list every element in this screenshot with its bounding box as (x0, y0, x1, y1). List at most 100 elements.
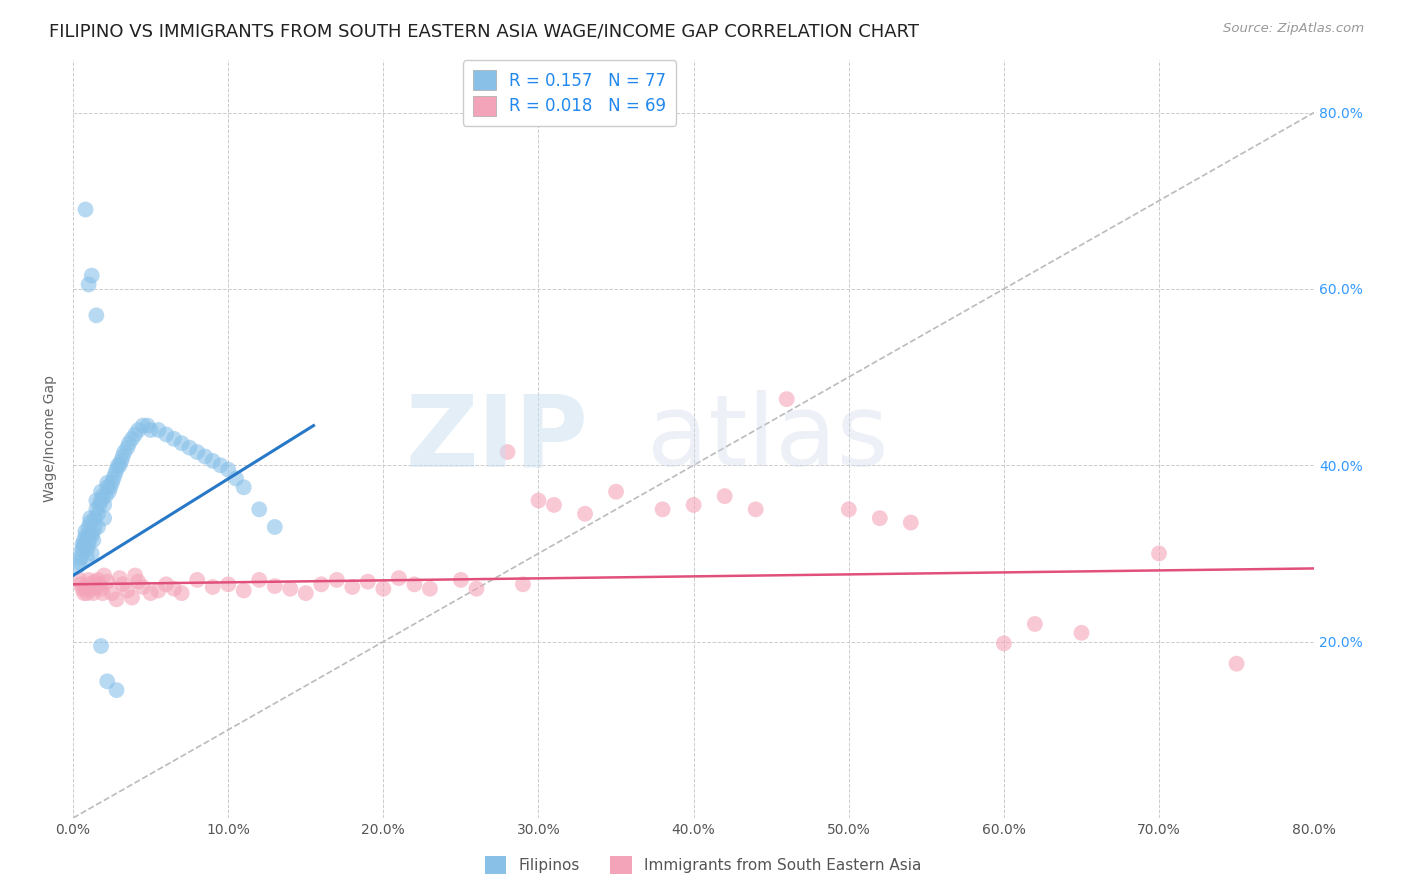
Point (512, 577, 534, 591)
Text: FILIPINO VS IMMIGRANTS FROM SOUTH EASTERN ASIA WAGE/INCOME GAP CORRELATION CHART: FILIPINO VS IMMIGRANTS FROM SOUTH EASTER… (49, 22, 920, 40)
Point (93, 511, 115, 525)
Point (404, 577, 426, 591)
Point (776, 392, 799, 406)
Point (104, 467, 127, 481)
Point (605, 484, 627, 499)
Point (96, 480, 118, 494)
Point (77, 538, 100, 552)
Text: atlas: atlas (647, 391, 889, 487)
Point (73, 533, 96, 548)
Point (543, 498, 565, 512)
Point (73, 538, 96, 552)
Point (91, 489, 114, 503)
Point (682, 498, 704, 512)
Point (136, 418, 159, 433)
Point (75, 524, 97, 539)
Point (108, 571, 131, 585)
Point (103, 471, 125, 485)
Text: Source: ZipAtlas.com: Source: ZipAtlas.com (1223, 22, 1364, 36)
Point (83, 511, 105, 525)
Point (139, 586, 162, 600)
Point (179, 441, 201, 455)
Point (357, 574, 380, 589)
Point (107, 458, 129, 473)
Point (86, 493, 108, 508)
Point (232, 583, 254, 598)
Point (232, 480, 254, 494)
Point (72, 542, 94, 557)
Point (80, 582, 103, 596)
Point (72, 538, 94, 552)
Point (87, 573, 110, 587)
Point (217, 463, 239, 477)
Point (993, 636, 1015, 650)
Legend: R = 0.157   N = 77, R = 0.018   N = 69: R = 0.157 N = 77, R = 0.018 N = 69 (463, 61, 676, 126)
Point (96, 475, 118, 490)
Point (96, 674, 118, 689)
Point (118, 436, 141, 450)
Point (91, 586, 114, 600)
Point (124, 427, 146, 442)
Point (70, 546, 93, 560)
Point (450, 573, 472, 587)
Point (1226, 657, 1249, 671)
Point (838, 502, 860, 516)
Point (247, 502, 270, 516)
Point (73, 586, 96, 600)
Point (148, 423, 170, 437)
Point (574, 507, 596, 521)
Point (105, 592, 128, 607)
Point (121, 591, 143, 605)
Point (186, 445, 208, 459)
Point (80, 546, 103, 560)
Point (527, 493, 550, 508)
Point (170, 436, 193, 450)
Point (86, 309, 108, 323)
Point (101, 475, 124, 490)
Point (80, 529, 103, 543)
Point (496, 445, 519, 459)
Point (124, 568, 146, 582)
Point (111, 450, 134, 464)
Point (900, 516, 922, 530)
Point (373, 582, 395, 596)
Point (75, 202, 97, 217)
Point (869, 511, 891, 525)
Point (108, 458, 131, 473)
Point (77, 529, 100, 543)
Point (217, 577, 239, 591)
Point (651, 502, 673, 516)
Point (201, 580, 224, 594)
Point (163, 432, 186, 446)
Point (1147, 546, 1170, 560)
Point (105, 683, 128, 698)
Y-axis label: Wage/Income Gap: Wage/Income Gap (44, 376, 58, 502)
Point (163, 582, 186, 596)
Point (117, 583, 139, 598)
Point (87, 520, 110, 534)
Legend: Filipinos, Immigrants from South Eastern Asia: Filipinos, Immigrants from South Eastern… (478, 850, 928, 880)
Point (278, 582, 301, 596)
Point (132, 418, 155, 433)
Point (326, 573, 349, 587)
Point (713, 489, 735, 503)
Point (419, 582, 441, 596)
Point (89, 498, 111, 512)
Point (127, 574, 149, 589)
Point (79, 577, 101, 591)
Point (83, 574, 105, 589)
Point (80, 268, 103, 283)
Point (79, 511, 101, 525)
Point (82, 524, 104, 539)
Point (263, 520, 285, 534)
Point (1070, 625, 1092, 640)
Point (90, 639, 112, 653)
Point (170, 586, 193, 600)
Point (70, 577, 93, 591)
Point (75, 529, 97, 543)
Point (90, 484, 112, 499)
Point (76, 586, 98, 600)
Point (77, 277, 100, 292)
Text: ZIP: ZIP (405, 391, 588, 487)
Point (101, 586, 124, 600)
